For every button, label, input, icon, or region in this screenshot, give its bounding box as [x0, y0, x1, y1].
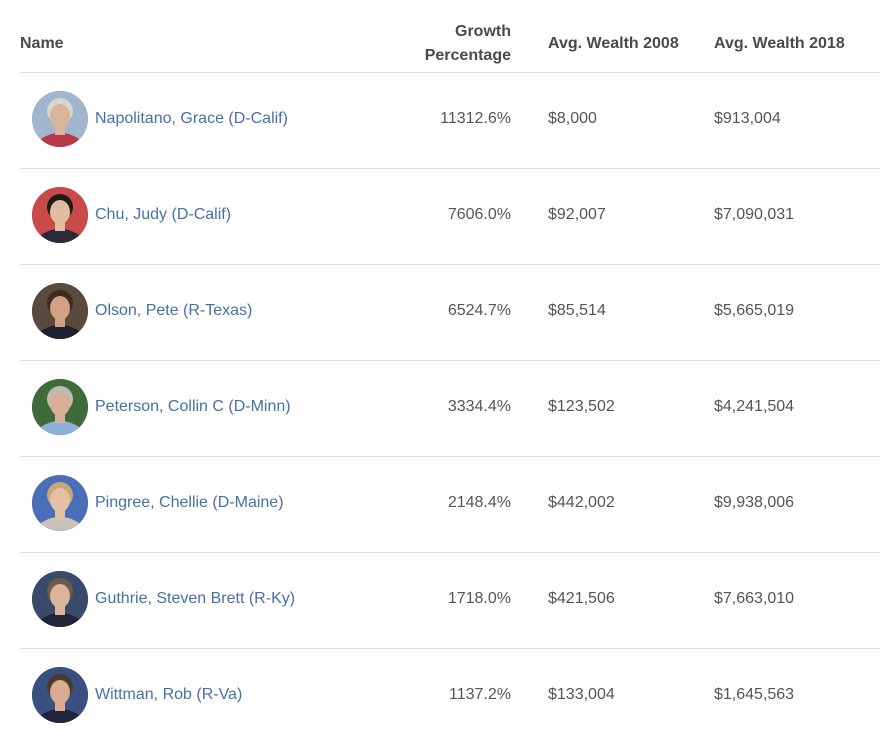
avatar [32, 379, 88, 435]
avg-wealth-2008-cell: $123,502 [548, 398, 615, 415]
member-name-link[interactable]: Wittman, Rob (R-Va) [95, 686, 243, 703]
member-name-link[interactable]: Napolitano, Grace (D-Calif) [95, 110, 288, 127]
avg-wealth-2018-cell: $1,645,563 [714, 686, 795, 703]
header-avg-wealth-2018: Avg. Wealth 2018 [714, 35, 845, 52]
avg-wealth-2008-cell: $8,000 [548, 110, 597, 127]
table-row: Pingree, Chellie (D-Maine) 2148.4% $442,… [20, 457, 880, 553]
growth-percentage-cell: 6524.7% [447, 302, 511, 319]
growth-percentage-cell: 11312.6% [440, 110, 511, 127]
avatar [32, 475, 88, 531]
wealth-growth-table: Name Growth Percentage Avg. Wealth 2008 … [20, 0, 880, 744]
member-name-link[interactable]: Chu, Judy (D-Calif) [95, 206, 232, 223]
growth-percentage-cell: 2148.4% [447, 494, 511, 511]
table-body: Napolitano, Grace (D-Calif) 11312.6% $8,… [20, 73, 880, 744]
avg-wealth-2018-cell: $7,663,010 [714, 590, 795, 607]
member-name-link[interactable]: Pingree, Chellie (D-Maine) [95, 494, 284, 511]
avatar-portrait-icon [32, 91, 88, 147]
table-row: Guthrie, Steven Brett (R-Ky) 1718.0% $42… [20, 553, 880, 649]
growth-percentage-cell: 7606.0% [447, 206, 511, 223]
avg-wealth-2008-cell: $92,007 [548, 206, 606, 223]
avatar-portrait-icon [32, 475, 88, 531]
table-row: Napolitano, Grace (D-Calif) 11312.6% $8,… [20, 73, 880, 169]
avg-wealth-2008-cell: $421,506 [548, 590, 615, 607]
table-row: Peterson, Collin C (D-Minn) 3334.4% $123… [20, 361, 880, 457]
member-name-link[interactable]: Olson, Pete (R-Texas) [95, 302, 253, 319]
table-row: Olson, Pete (R-Texas) 6524.7% $85,514 $5… [20, 265, 880, 361]
avg-wealth-2018-cell: $5,665,019 [714, 302, 795, 319]
header-name: Name [20, 35, 64, 52]
table-row: Chu, Judy (D-Calif) 7606.0% $92,007 $7,0… [20, 169, 880, 265]
avg-wealth-2008-cell: $442,002 [548, 494, 615, 511]
avg-wealth-2018-cell: $7,090,031 [714, 206, 795, 223]
table-header: Name Growth Percentage Avg. Wealth 2008 … [20, 0, 880, 73]
avatar [32, 187, 88, 243]
avatar-portrait-icon [32, 667, 88, 723]
header-growth-percentage: Growth Percentage [425, 20, 511, 68]
growth-percentage-cell: 3334.4% [447, 398, 511, 415]
header-growth-line1: Growth [455, 23, 511, 40]
avatar-portrait-icon [32, 379, 88, 435]
avatar-portrait-icon [32, 283, 88, 339]
avg-wealth-2018-cell: $913,004 [714, 110, 781, 127]
member-name-link[interactable]: Guthrie, Steven Brett (R-Ky) [95, 590, 296, 607]
header-avg-wealth-2008: Avg. Wealth 2008 [548, 35, 679, 52]
avg-wealth-2008-cell: $133,004 [548, 686, 615, 703]
avg-wealth-2018-cell: $9,938,006 [714, 494, 795, 511]
member-name-link[interactable]: Peterson, Collin C (D-Minn) [95, 398, 291, 415]
header-growth-line2: Percentage [424, 47, 511, 64]
table-row: Wittman, Rob (R-Va) 1137.2% $133,004 $1,… [20, 649, 880, 744]
avatar [32, 91, 88, 147]
growth-percentage-cell: 1718.0% [447, 590, 511, 607]
growth-percentage-cell: 1137.2% [449, 686, 511, 703]
avatar [32, 667, 88, 723]
avg-wealth-2018-cell: $4,241,504 [714, 398, 795, 415]
avatar-portrait-icon [32, 187, 88, 243]
avatar [32, 571, 88, 627]
avg-wealth-2008-cell: $85,514 [548, 302, 606, 319]
avatar-portrait-icon [32, 571, 88, 627]
avatar [32, 283, 88, 339]
